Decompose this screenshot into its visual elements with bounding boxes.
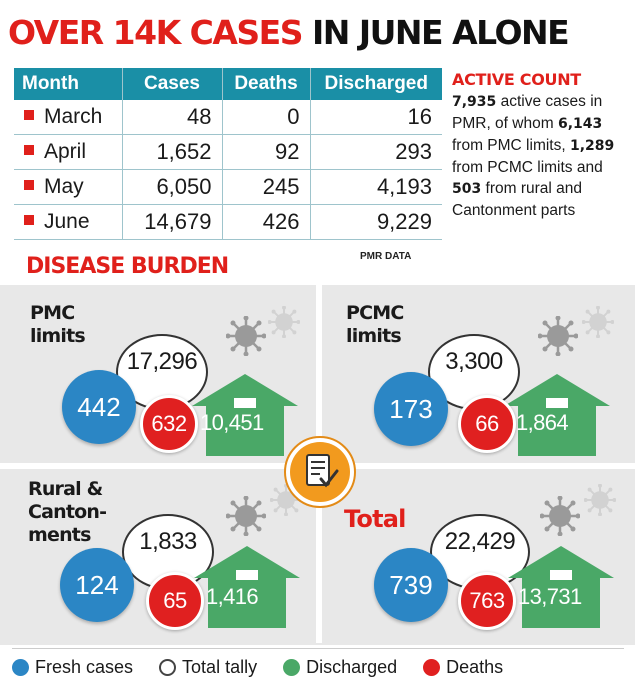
row-month: March	[44, 105, 103, 128]
bullet-square-icon	[24, 145, 34, 156]
fresh-dot-icon	[12, 658, 29, 676]
table-row: March 48 0 16	[14, 100, 442, 135]
death-circle: 763	[458, 572, 516, 630]
active-pcmc: 1,289	[569, 138, 615, 154]
death-circle: 65	[146, 572, 204, 630]
legend-item-tally: Total tally	[159, 657, 257, 678]
legend-item-fresh: Fresh cases	[12, 657, 133, 678]
legend-item-deaths: Deaths	[423, 657, 503, 678]
fresh-circle: 442	[62, 370, 136, 444]
table-row: May 6,050 245 4,193	[14, 169, 442, 205]
row-month: June	[44, 210, 90, 233]
tally-dot-icon	[159, 658, 177, 676]
row-deaths: 0	[221, 100, 310, 135]
source-label: PMR DATA	[360, 251, 412, 262]
area-label: PMC limits	[30, 302, 86, 347]
row-month: April	[44, 140, 87, 163]
active-rural: 503	[452, 181, 482, 197]
discharged-value: 13,731	[518, 584, 582, 609]
virus-icon	[226, 316, 266, 356]
active-count-title: ACTIVE COUNT	[452, 70, 581, 89]
table-row: April 1,652 92 293	[14, 134, 442, 170]
col-header-month: Month	[14, 68, 122, 100]
panel-total: Total 22,429 13,731 739 763	[326, 478, 635, 648]
table-header-row: Month Cases Deaths Discharged	[14, 68, 442, 100]
panel-pmc: PMC limits 17,296 10,451 442 632	[12, 300, 328, 470]
disease-burden-title: DISEASE BURDEN	[26, 254, 229, 279]
deaths-dot-icon	[423, 658, 441, 676]
active-total: 7,935	[452, 94, 497, 110]
headline-black: IN JUNE ALONE	[311, 13, 570, 52]
headline-red: OVER 14K CASES	[8, 13, 303, 52]
fresh-circle: 124	[60, 548, 134, 622]
virus-icon	[540, 496, 580, 536]
discharged-dot-icon	[283, 658, 301, 676]
row-discharged: 9,229	[309, 204, 442, 240]
bullet-square-icon	[24, 110, 34, 121]
headline: OVER 14K CASES IN JUNE ALONE	[8, 10, 628, 56]
virus-icon	[268, 306, 300, 338]
discharged-value: 1,864	[516, 410, 569, 435]
row-deaths: 92	[221, 134, 310, 170]
col-header-deaths: Deaths	[221, 68, 310, 100]
bullet-square-icon	[24, 180, 34, 191]
panel-rural: Rural & Canton- ments 1,833 1,416 124 65	[12, 478, 328, 648]
death-circle: 66	[458, 395, 516, 453]
legend-item-discharged: Discharged	[283, 657, 397, 678]
row-cases: 14,679	[121, 204, 222, 240]
virus-icon	[584, 484, 616, 516]
virus-icon	[538, 316, 578, 356]
fresh-circle: 739	[374, 548, 448, 622]
bullet-square-icon	[24, 215, 34, 226]
virus-icon	[226, 496, 266, 536]
active-count-text: 7,935 active cases in PMR, of whom 6,143…	[452, 93, 615, 219]
area-label: Rural & Canton- ments	[28, 478, 107, 546]
table-row: June 14,679 426 9,229	[14, 204, 442, 240]
row-cases: 1,652	[121, 134, 222, 170]
row-month: May	[44, 175, 84, 198]
discharged-value: 1,416	[206, 584, 259, 609]
virus-icon	[582, 306, 614, 338]
active-pmc: 6,143	[557, 116, 603, 132]
death-circle: 632	[140, 395, 198, 453]
row-cases: 6,050	[121, 169, 222, 205]
area-label: Total	[344, 505, 406, 533]
row-deaths: 245	[221, 169, 310, 205]
panel-pcmc: PCMC limits 3,300 1,864 173 66	[326, 300, 635, 470]
row-discharged: 16	[309, 100, 442, 135]
discharged-value: 10,451	[200, 410, 264, 435]
col-header-discharged: Discharged	[309, 68, 442, 100]
col-header-cases: Cases	[121, 68, 222, 100]
legend: Fresh cases Total tally Discharged Death…	[12, 648, 624, 685]
active-count-box: ACTIVE COUNT 7,935 active cases in PMR, …	[452, 70, 630, 221]
checklist-icon	[284, 436, 356, 508]
row-discharged: 293	[309, 134, 442, 170]
row-cases: 48	[121, 100, 222, 135]
row-discharged: 4,193	[309, 169, 442, 205]
row-deaths: 426	[221, 204, 310, 240]
monthly-table: Month Cases Deaths Discharged March 48 0…	[14, 68, 442, 240]
area-label: PCMC limits	[346, 302, 404, 347]
fresh-circle: 173	[374, 372, 448, 446]
